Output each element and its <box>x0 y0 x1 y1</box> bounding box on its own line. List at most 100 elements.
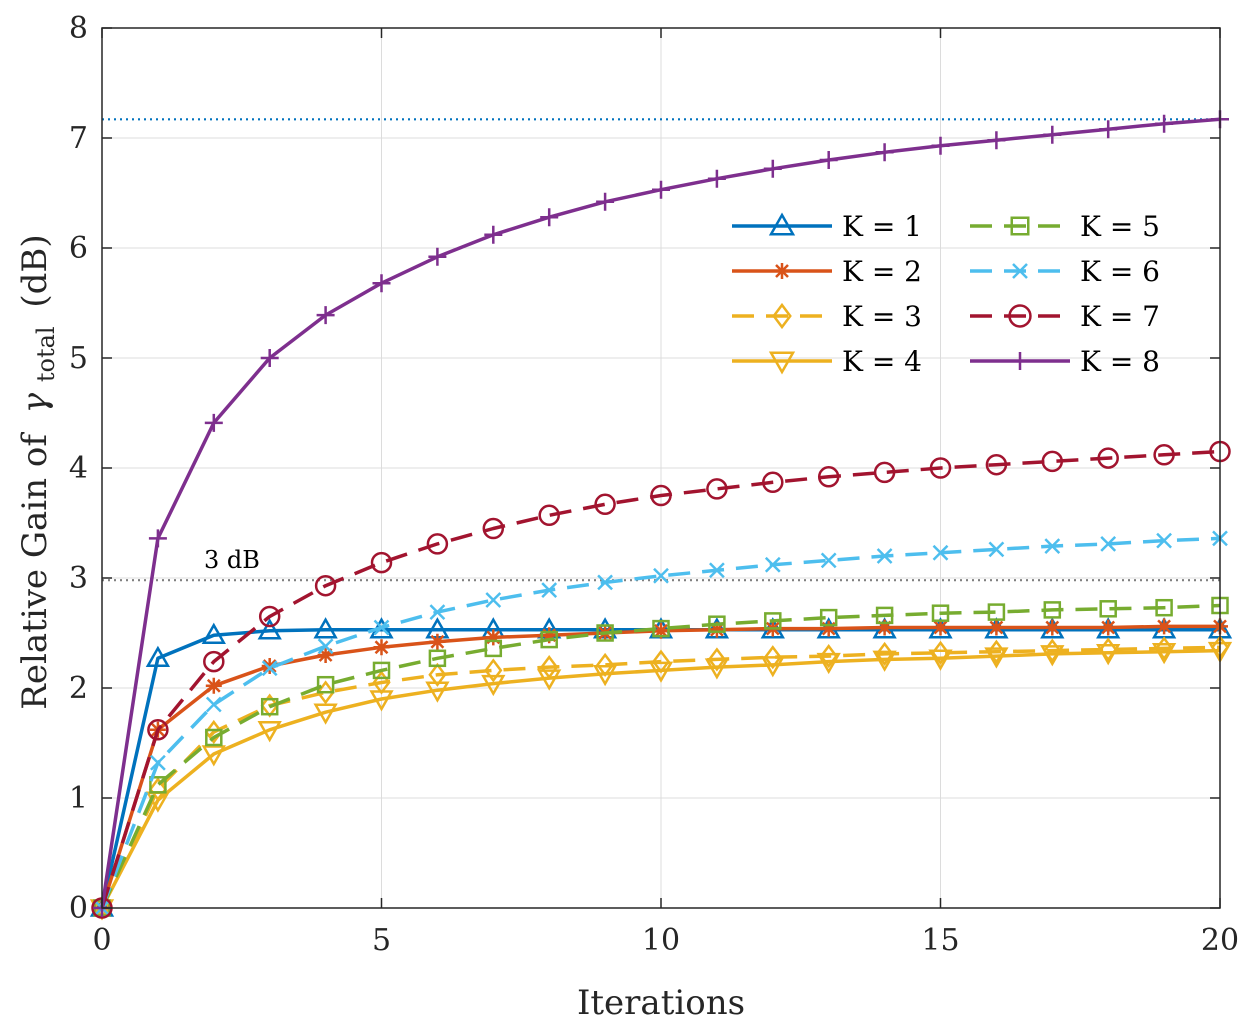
data-point <box>768 351 796 375</box>
data-point <box>147 719 169 741</box>
legend-label: K = 2 <box>842 255 922 288</box>
data-point <box>873 461 896 484</box>
legend-label: K = 5 <box>1080 210 1160 243</box>
data-point <box>148 529 167 548</box>
data-point <box>541 582 558 598</box>
data-point <box>704 658 730 680</box>
y-axis-label-unit: (dB) <box>15 234 55 307</box>
data-point <box>1155 598 1173 617</box>
data-point <box>1044 619 1061 636</box>
series-line <box>100 648 1221 909</box>
annotation-3db: 3 dB <box>204 546 260 574</box>
data-point <box>484 225 503 244</box>
data-point <box>928 649 953 671</box>
data-point <box>482 517 505 540</box>
x-tick-label: 10 <box>642 923 680 958</box>
data-point <box>316 680 335 705</box>
y-tick-label: 4 <box>69 451 88 486</box>
data-point <box>261 658 278 674</box>
y-tick-label: 0 <box>69 891 88 926</box>
data-point <box>1153 444 1175 466</box>
data-point <box>316 675 335 694</box>
y-tick-label: 5 <box>69 341 88 376</box>
data-point <box>931 136 950 155</box>
legend-label: K = 6 <box>1080 255 1160 288</box>
data-point <box>260 349 279 367</box>
data-point <box>370 551 393 574</box>
data-point <box>931 604 950 622</box>
data-point <box>1043 601 1062 619</box>
series-4 <box>89 641 1233 921</box>
data-point <box>768 212 796 236</box>
data-point <box>816 652 841 675</box>
legend-item: K = 7 <box>970 300 1160 333</box>
data-point <box>760 656 785 678</box>
data-point <box>313 703 338 725</box>
data-point <box>650 484 672 507</box>
legend-label: K = 3 <box>842 300 922 333</box>
data-point <box>875 143 894 162</box>
data-point <box>537 669 562 691</box>
data-point <box>257 618 282 640</box>
y-tick-label: 6 <box>69 231 88 266</box>
data-point <box>594 493 616 516</box>
data-point <box>205 728 223 747</box>
legend-label: K = 8 <box>1080 345 1160 378</box>
data-point <box>1011 352 1029 370</box>
x-tick-label: 0 <box>92 923 111 958</box>
data-point <box>150 754 166 771</box>
data-point <box>709 562 725 579</box>
legend-label: K = 4 <box>842 345 922 378</box>
legend-item: K = 5 <box>970 210 1160 243</box>
data-point <box>774 263 790 279</box>
data-point <box>538 504 560 527</box>
data-point <box>707 647 726 672</box>
data-point <box>203 650 225 673</box>
data-point <box>1012 263 1028 279</box>
data-point <box>985 453 1008 476</box>
data-point <box>372 661 391 680</box>
data-point <box>429 633 446 650</box>
data-point <box>987 603 1006 621</box>
data-point <box>428 649 447 668</box>
data-point <box>875 641 894 666</box>
data-point <box>596 192 615 211</box>
y-axis-label-symbol: γ <box>15 392 55 413</box>
data-point <box>541 627 558 644</box>
data-point <box>373 639 390 656</box>
data-point <box>1100 536 1117 552</box>
data-point <box>652 180 670 199</box>
data-point <box>1155 114 1174 133</box>
data-point <box>258 605 281 628</box>
data-point <box>876 619 893 636</box>
data-point <box>540 630 558 649</box>
legend-item: K = 3 <box>732 300 922 333</box>
axis-ticks: 0 5 10 15 20 0 1 2 3 4 5 6 7 8 <box>69 11 1239 958</box>
data-point <box>932 544 949 561</box>
data-point <box>372 274 391 293</box>
data-point <box>373 619 390 636</box>
data-point <box>764 612 782 630</box>
y-axis-label-text: Relative Gain of <box>15 432 55 710</box>
data-point <box>1099 600 1117 618</box>
data-point <box>820 620 837 637</box>
y-tick-label: 8 <box>69 11 88 46</box>
data-point <box>1041 450 1064 473</box>
data-point <box>988 541 1005 558</box>
series-5 <box>93 596 1229 917</box>
data-point <box>648 661 674 683</box>
legend-item: K = 6 <box>970 255 1160 288</box>
data-point <box>316 306 335 325</box>
data-point <box>204 719 223 745</box>
x-tick-label: 5 <box>372 923 391 958</box>
data-point <box>313 617 338 639</box>
data-point <box>145 645 171 668</box>
data-point <box>204 413 223 432</box>
data-point <box>484 639 503 658</box>
data-point <box>205 696 222 713</box>
legend-item: K = 2 <box>732 255 922 288</box>
legend-item: K = 4 <box>732 345 922 378</box>
data-point <box>706 478 728 500</box>
data-point <box>260 697 279 716</box>
